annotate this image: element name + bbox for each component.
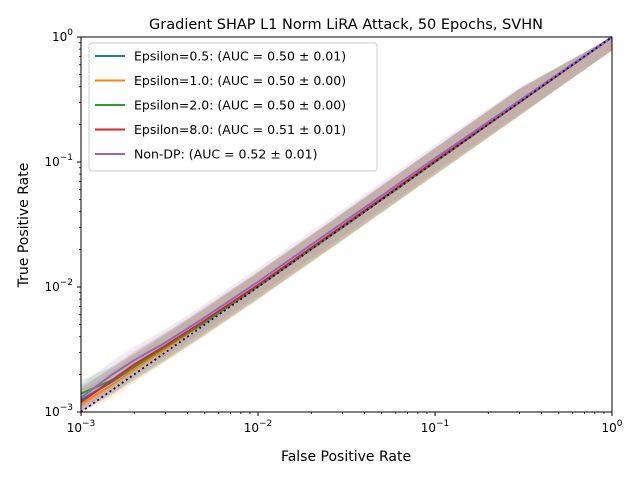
series-lines: [80, 36, 613, 413]
y-tick-label: 10−2: [44, 278, 73, 294]
legend-label-2: Epsilon=2.0: (AUC = 0.50 ± 0.00): [134, 98, 346, 113]
legend-label-4: Non-DP: (AUC = 0.52 ± 0.01): [134, 147, 317, 162]
y-tick-label: 10−1: [44, 153, 73, 169]
legend: Epsilon=0.5: (AUC = 0.50 ± 0.01) Epsilon=…: [88, 42, 378, 172]
legend-label-0: Epsilon=0.5: (AUC = 0.50 ± 0.01): [134, 49, 346, 64]
chance-baseline: [80, 36, 613, 413]
x-tick-label: 10−1: [421, 419, 450, 435]
plot-frame: [80, 36, 613, 413]
y-axis-label: True Positive Rate: [16, 163, 32, 289]
x-axis-label: False Positive Rate: [281, 449, 411, 465]
series-line-4: [80, 36, 613, 399]
legend-label-3: Epsilon=8.0: (AUC = 0.51 ± 0.01): [134, 122, 346, 137]
legend-box: [88, 42, 378, 172]
x-tick-label: 10−2: [244, 419, 273, 435]
y-tick-label: 10−3: [44, 403, 73, 419]
x-tick-label: 100: [601, 419, 622, 435]
legend-label-1: Epsilon=1.0: (AUC = 0.50 ± 0.00): [134, 73, 346, 88]
x-tick-label: 10−3: [67, 419, 96, 435]
chart-title: Gradient SHAP L1 Norm LiRA Attack, 50 Ep…: [149, 17, 543, 33]
y-tick-label: 100: [52, 28, 73, 44]
